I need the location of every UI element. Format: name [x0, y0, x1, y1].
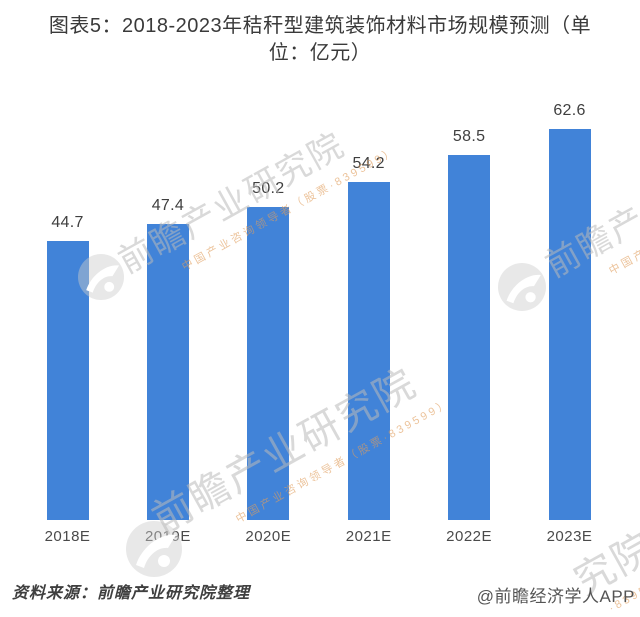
chart-title: 图表5：2018-2023年秸秆型建筑装饰材料市场规模预测（单 位：亿元）	[0, 13, 640, 67]
bar-2022E	[448, 155, 491, 520]
source-note: 资料来源：前瞻产业研究院整理	[12, 585, 251, 602]
chart-title-line1: 图表5：2018-2023年秸秆型建筑装饰材料市场规模预测（单	[48, 15, 592, 37]
bar-2023E	[548, 129, 591, 520]
bar-2020E	[247, 207, 290, 520]
value-label-2021E: 54.2	[352, 155, 385, 172]
value-label-2022E: 58.5	[452, 128, 486, 145]
value-label-2023E: 62.6	[553, 102, 586, 119]
chart-title-line2: 位：亿元）	[268, 42, 372, 64]
category-label-2022E: 2022E	[446, 528, 493, 545]
bar-2021E	[347, 182, 390, 520]
category-label-2021E: 2021E	[345, 528, 392, 545]
category-label-2023E: 2023E	[546, 528, 593, 545]
category-label-2019E: 2019E	[144, 528, 191, 545]
value-label-2020E: 50.2	[252, 180, 285, 197]
category-label-2020E: 2020E	[245, 528, 292, 545]
category-label-2018E: 2018E	[44, 528, 91, 545]
credit-note: @前瞻经济学人APP	[476, 587, 635, 606]
bar-2018E	[46, 241, 89, 520]
value-label-2018E: 44.7	[51, 214, 84, 231]
bar-2019E	[146, 224, 189, 520]
value-label-2019E: 47.4	[151, 197, 185, 214]
